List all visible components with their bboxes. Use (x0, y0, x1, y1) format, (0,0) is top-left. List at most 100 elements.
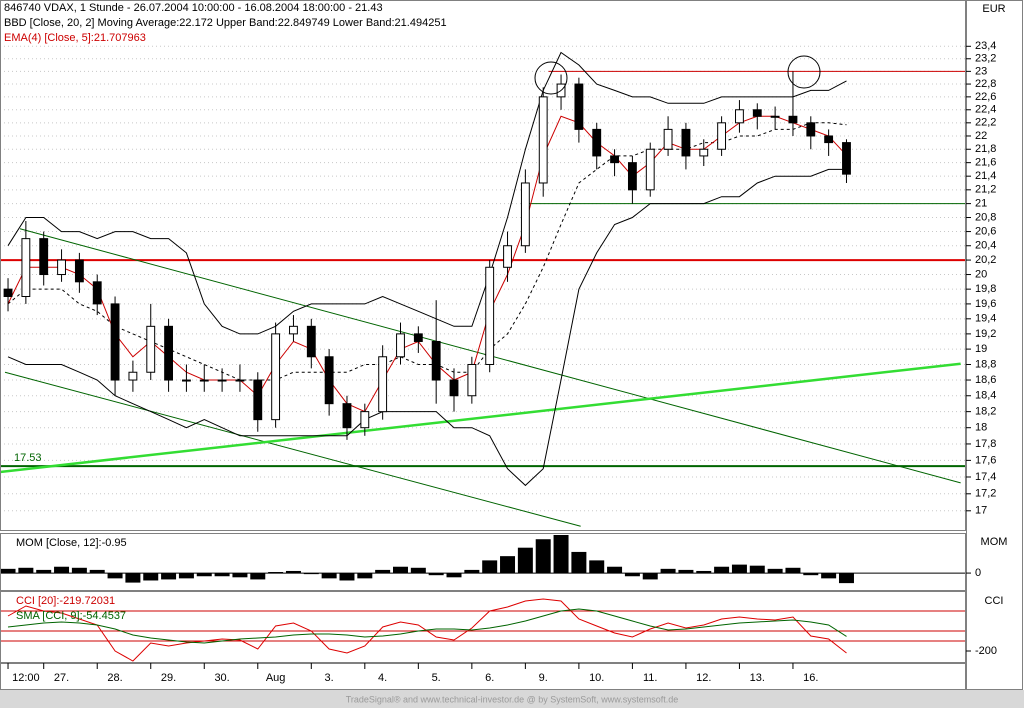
plots: 17.53 (0, 45, 966, 662)
mom-panel-frame (0, 533, 966, 591)
bar (714, 566, 730, 574)
candle-body (520, 182, 530, 247)
candle-body (842, 142, 851, 175)
legend-ema: EMA(4) [Close, 5]:21.707963 (4, 32, 146, 44)
x-tick-label: 3. (325, 672, 334, 684)
indicator-line (7, 598, 847, 662)
bar (89, 569, 105, 574)
trend-line (0, 362, 961, 474)
candle-body (199, 379, 209, 382)
y-tick-label: 19 (975, 343, 987, 355)
candle-body (699, 148, 709, 157)
y-tick-label: 22 (975, 130, 987, 142)
indicator-line (7, 608, 847, 644)
line-label: 17.53 (14, 452, 42, 464)
candle-body (74, 259, 84, 283)
bar (767, 568, 783, 574)
mom-title: MOM [Close, 12]:-0.95 (16, 537, 127, 549)
bar (357, 573, 373, 579)
candle-body (645, 148, 655, 191)
value-axis-frame (966, 0, 1023, 690)
bar (731, 564, 747, 574)
time-axis-frame (0, 663, 966, 690)
candle-body (770, 115, 780, 118)
y-tick-label: 17 (975, 505, 987, 517)
candle-body (21, 238, 31, 298)
bar (268, 572, 284, 574)
bar (678, 569, 694, 574)
candle-body (592, 128, 602, 157)
bar (18, 567, 34, 574)
bar (535, 539, 551, 574)
y-tick-label: -200 (975, 645, 997, 657)
y-tick-label: 21,6 (975, 157, 996, 169)
middle-band (7, 122, 847, 381)
bar (749, 565, 765, 574)
x-tick-label: 16. (803, 672, 818, 684)
bar (589, 560, 605, 574)
bar (321, 573, 337, 579)
bar (624, 573, 640, 577)
bar (375, 569, 391, 574)
candle-body (146, 325, 156, 373)
legend-sma: SMA [CCI, 9]:-54.4537 (16, 610, 126, 622)
y-tick-label: 23 (975, 65, 987, 77)
x-tick-label: 10. (589, 672, 604, 684)
bar (446, 573, 462, 578)
candle-body (610, 155, 619, 164)
candle-body (110, 303, 120, 381)
y-tick-label: 23,4 (975, 40, 996, 52)
candle-body (289, 325, 298, 335)
x-tick-label: 28. (107, 672, 122, 684)
x-tick-label: 5. (432, 672, 441, 684)
bar (517, 547, 533, 574)
y-tick-label: 21,2 (975, 184, 996, 196)
y-tick-label: 18,4 (975, 390, 996, 402)
y-tick-label: 21,4 (975, 170, 996, 182)
candle-body (128, 371, 138, 381)
bar (107, 573, 123, 579)
bar (660, 568, 676, 574)
bar (553, 535, 569, 574)
y-tick-label: 19,4 (975, 313, 996, 325)
x-tick-label: Aug (266, 672, 286, 684)
candle-body (164, 325, 174, 381)
cci-panel-frame (0, 591, 966, 663)
y-tick-label: 23,2 (975, 53, 996, 65)
x-tick-label: 29. (161, 672, 176, 684)
y-tick-label: 18,8 (975, 358, 996, 370)
highlight-circle (534, 61, 568, 95)
bar (393, 566, 408, 574)
y-tick-label: 18,6 (975, 374, 996, 386)
candle-body (181, 379, 191, 382)
candle-body (3, 288, 13, 298)
bar (482, 560, 498, 574)
x-tick-label: 12:00 (12, 672, 40, 684)
candle-body (217, 379, 227, 382)
x-tick-label: 13. (750, 672, 765, 684)
bar (464, 569, 480, 574)
bar (250, 573, 266, 580)
bar (161, 573, 177, 580)
candle-body (663, 128, 673, 150)
candle-body (574, 83, 584, 130)
bar (36, 569, 52, 574)
bar (71, 567, 87, 574)
candle-body (324, 356, 334, 405)
y-tick-label: 20,8 (975, 211, 996, 223)
y-tick-label: 22,4 (975, 104, 996, 116)
axis-label: MOM (981, 536, 1008, 548)
x-tick-label: 4. (378, 672, 387, 684)
axis-label: CCI (985, 595, 1004, 607)
trend-line (4, 371, 581, 527)
bar (303, 573, 319, 575)
candle-body (235, 379, 245, 382)
y-tick-label: 17,2 (975, 488, 996, 500)
bar (428, 573, 444, 576)
candle-body (467, 363, 477, 397)
footer: TradeSignal® and www.technical-investor.… (346, 694, 679, 704)
y-tick-label: 18,2 (975, 406, 996, 418)
bar (196, 573, 212, 577)
y-tick-label: 20 (975, 268, 987, 280)
